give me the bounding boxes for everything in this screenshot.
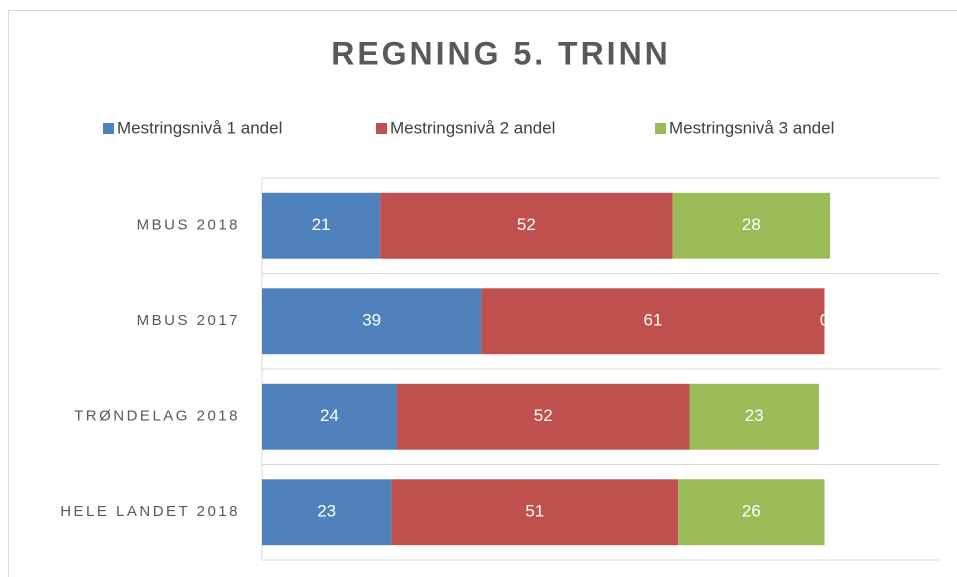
y-tick-label: MBUS 2018 — [137, 217, 240, 234]
bar-segment — [672, 192, 831, 259]
data-label: 21 — [312, 215, 331, 234]
bar-segment — [262, 192, 381, 259]
bar-segment — [689, 383, 819, 450]
data-label: 51 — [525, 502, 544, 521]
legend-label: Mestringsnivå 3 andel — [669, 118, 834, 137]
data-label: 28 — [742, 215, 761, 234]
bar-segment — [391, 479, 679, 546]
bar-segment — [262, 383, 397, 450]
legend-swatch — [376, 123, 387, 134]
data-label: 0 — [820, 311, 829, 330]
legend-label: Mestringsnivå 2 andel — [390, 118, 555, 137]
chart-title: REGNING 5. TRINN — [331, 35, 671, 71]
bar-segment — [380, 192, 673, 259]
bar-segment — [481, 288, 825, 355]
data-label: 24 — [320, 406, 339, 425]
bar-segment — [678, 479, 825, 546]
data-label: 39 — [362, 311, 381, 330]
bar-segment — [262, 288, 482, 355]
legend-label: Mestringsnivå 1 andel — [117, 118, 282, 137]
data-label: 61 — [643, 311, 662, 330]
bar-segment — [262, 479, 392, 546]
y-tick-label: TRØNDELAG 2018 — [74, 408, 240, 425]
y-tick-label: HELE LANDET 2018 — [60, 503, 240, 520]
data-label: 23 — [745, 406, 764, 425]
data-label: 23 — [317, 502, 336, 521]
data-label: 26 — [742, 502, 761, 521]
data-label: 52 — [517, 215, 536, 234]
y-tick-label: MBUS 2017 — [137, 312, 240, 329]
data-label: 52 — [534, 406, 553, 425]
legend-swatch — [103, 123, 114, 134]
bar-segment — [397, 383, 690, 450]
legend-swatch — [655, 123, 666, 134]
